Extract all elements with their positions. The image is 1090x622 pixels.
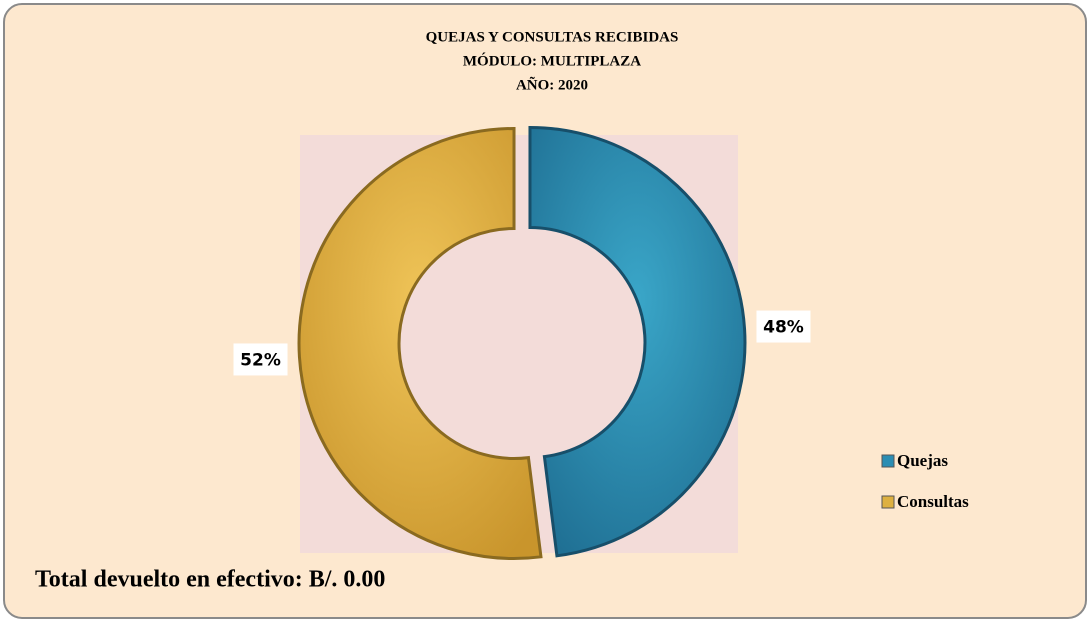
label-box bbox=[233, 343, 288, 376]
legend-label: Consultas bbox=[897, 492, 969, 511]
chart-subtitle: AÑO: 2020 bbox=[516, 75, 588, 93]
donut-segment bbox=[297, 126, 543, 560]
data-label: 52% bbox=[240, 350, 281, 370]
chart-subtitle: MÓDULO: MULTIPLAZA bbox=[463, 52, 641, 69]
donut-segment bbox=[528, 125, 747, 558]
annotation: Total devuelto en efectivo: B/. 0.00 bbox=[35, 567, 385, 593]
chart-title: QUEJAS Y CONSULTAS RECIBIDAS bbox=[426, 29, 679, 45]
legend-label: Quejas bbox=[897, 451, 948, 470]
label-box bbox=[756, 310, 811, 343]
data-label: 48% bbox=[763, 318, 804, 338]
legend-swatch bbox=[881, 454, 895, 468]
legend-swatch bbox=[881, 495, 895, 509]
